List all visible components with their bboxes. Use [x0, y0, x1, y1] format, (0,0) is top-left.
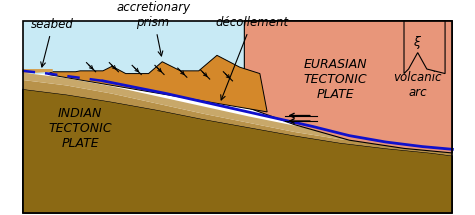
Polygon shape — [404, 21, 445, 74]
Polygon shape — [48, 55, 267, 112]
Polygon shape — [23, 73, 452, 153]
Text: volcanic
arc: volcanic arc — [393, 71, 442, 99]
Text: EURASIAN
TECTONIC
PLATE: EURASIAN TECTONIC PLATE — [304, 58, 367, 101]
Text: INDIAN
TECTONIC
PLATE: INDIAN TECTONIC PLATE — [48, 107, 112, 150]
Text: décollement: décollement — [215, 16, 288, 100]
Text: seabed: seabed — [31, 18, 74, 67]
Polygon shape — [23, 69, 53, 74]
Text: accretionary
prism: accretionary prism — [116, 1, 190, 56]
Polygon shape — [23, 21, 452, 74]
Polygon shape — [23, 80, 452, 156]
Text: $\xi$: $\xi$ — [413, 34, 422, 51]
Polygon shape — [244, 21, 452, 153]
Polygon shape — [23, 89, 452, 213]
